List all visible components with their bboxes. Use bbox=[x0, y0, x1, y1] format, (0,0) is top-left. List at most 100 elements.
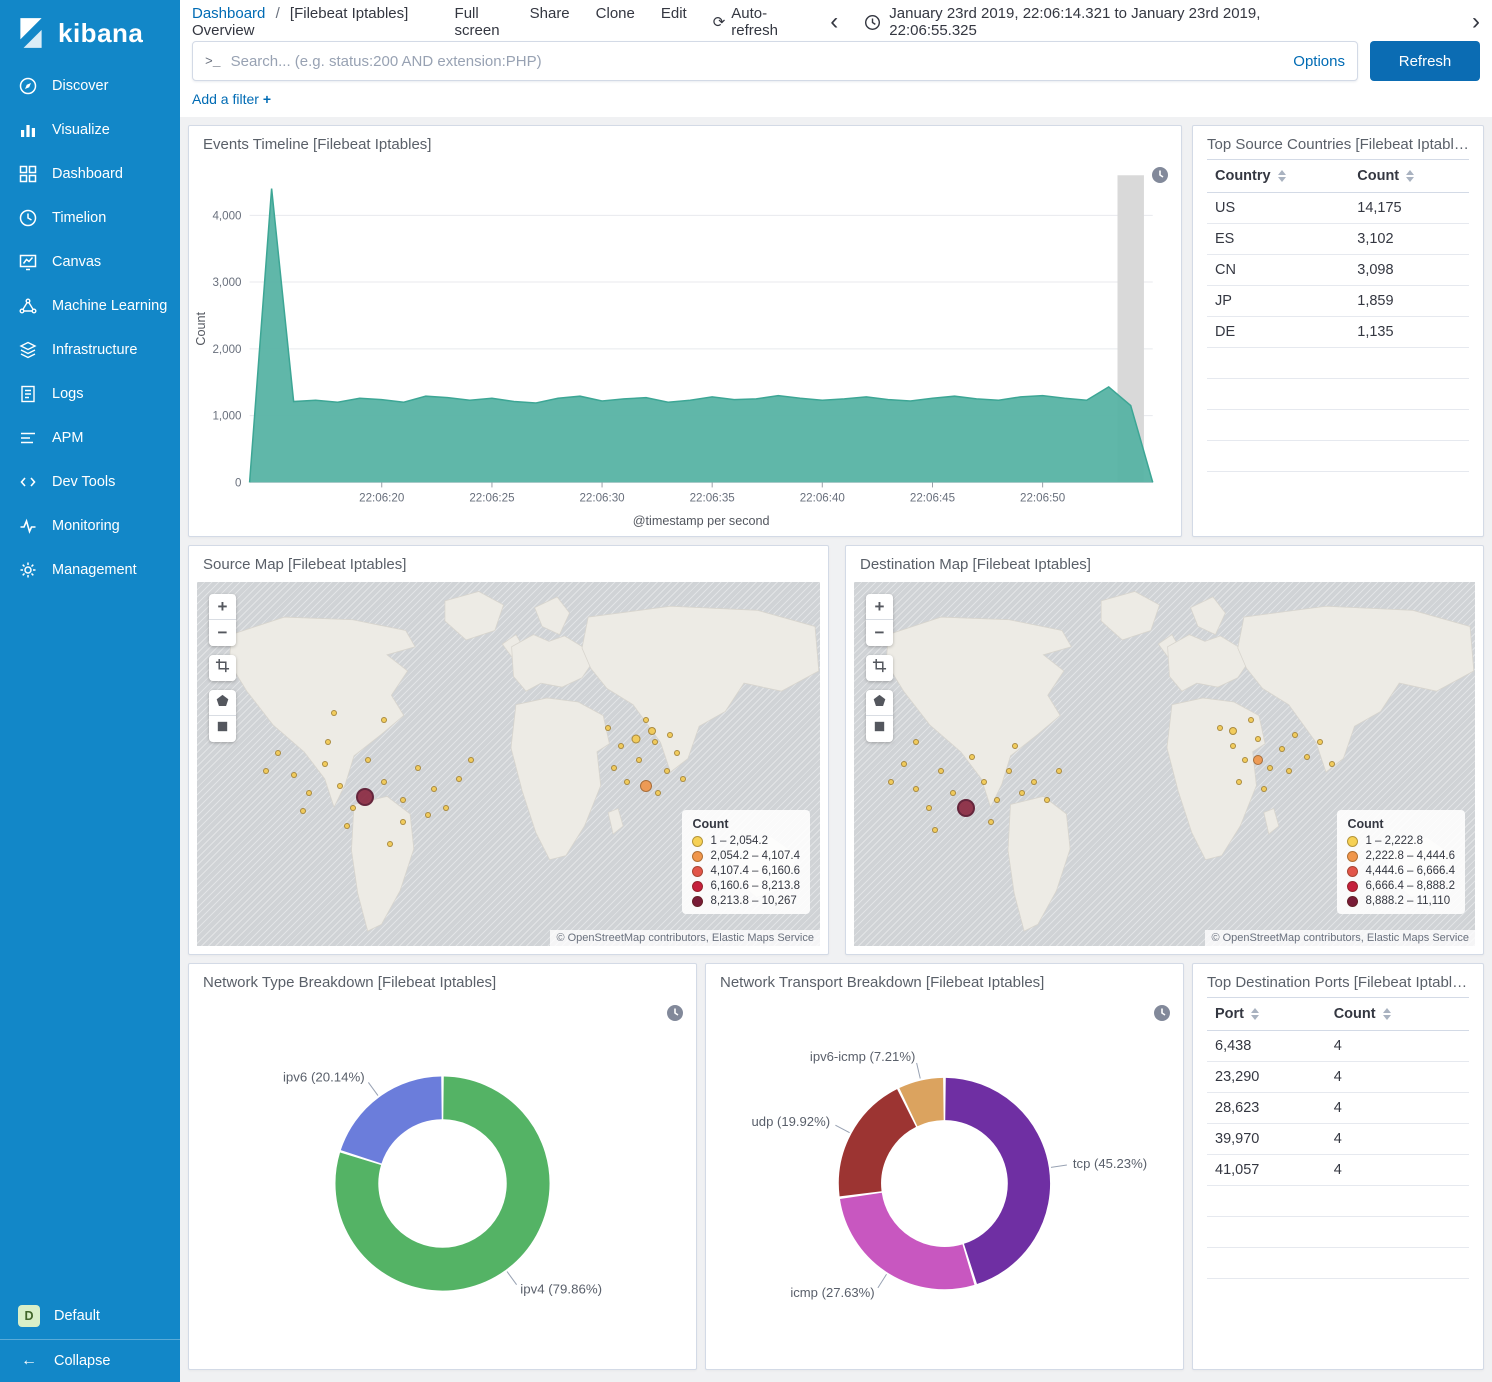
map-marker[interactable] bbox=[667, 731, 674, 738]
map-marker[interactable] bbox=[605, 724, 612, 731]
sidebar-item-dev-tools[interactable]: Dev Tools bbox=[0, 460, 180, 504]
panel-time-badge-icon[interactable] bbox=[666, 1004, 684, 1022]
sidebar-item-apm[interactable]: APM bbox=[0, 416, 180, 460]
collapse-nav-button[interactable]: ← Collapse bbox=[0, 1339, 180, 1382]
sidebar-item-discover[interactable]: Discover bbox=[0, 64, 180, 108]
map-marker[interactable] bbox=[1006, 768, 1013, 775]
time-next-button[interactable]: › bbox=[1472, 8, 1480, 35]
map-marker[interactable] bbox=[1242, 757, 1249, 764]
map-zoom-out-button[interactable]: − bbox=[866, 620, 893, 646]
map-marker[interactable] bbox=[399, 797, 406, 804]
map-marker[interactable] bbox=[1229, 742, 1236, 749]
map-marker[interactable] bbox=[415, 764, 422, 771]
map-marker[interactable] bbox=[639, 779, 652, 792]
map-marker[interactable] bbox=[356, 787, 375, 806]
map-marker[interactable] bbox=[468, 757, 475, 764]
auto-refresh-button[interactable]: ⟳ Auto-refresh bbox=[713, 5, 805, 39]
map-marker[interactable] bbox=[937, 768, 944, 775]
source-map-body[interactable]: + − Count 1 – 2,054.2 2,054.2 – 4,107.4 4,107… bbox=[197, 582, 820, 946]
map-marker[interactable] bbox=[1228, 727, 1237, 736]
map-marker[interactable] bbox=[931, 826, 938, 833]
map-marker[interactable] bbox=[290, 771, 297, 778]
map-marker[interactable] bbox=[642, 717, 649, 724]
map-marker[interactable] bbox=[443, 804, 450, 811]
refresh-button[interactable]: Refresh bbox=[1370, 41, 1480, 81]
map-marker[interactable] bbox=[900, 761, 907, 767]
map-marker[interactable] bbox=[647, 727, 656, 736]
map-draw-rectangle-button[interactable] bbox=[209, 716, 236, 742]
map-marker[interactable] bbox=[888, 779, 895, 786]
map-draw-polygon-button[interactable] bbox=[866, 690, 893, 716]
search-input[interactable] bbox=[230, 52, 1282, 70]
map-fit-bounds-button[interactable] bbox=[209, 655, 236, 681]
donut-segment-udp[interactable] bbox=[838, 1089, 917, 1197]
map-marker[interactable] bbox=[1329, 761, 1336, 767]
map-marker[interactable] bbox=[380, 779, 387, 786]
map-marker[interactable] bbox=[1316, 739, 1323, 746]
menu-item-edit[interactable]: Edit bbox=[660, 5, 687, 22]
map-marker[interactable] bbox=[631, 734, 641, 744]
map-marker[interactable] bbox=[1267, 764, 1274, 771]
map-marker[interactable] bbox=[1260, 786, 1267, 793]
map-marker[interactable] bbox=[387, 841, 394, 848]
time-range-picker[interactable]: January 23rd 2019, 22:06:14.321 to Janua… bbox=[864, 5, 1306, 39]
map-marker[interactable] bbox=[306, 790, 313, 797]
map-fit-bounds-button[interactable] bbox=[866, 655, 893, 681]
map-zoom-in-button[interactable]: + bbox=[209, 594, 236, 620]
map-marker[interactable] bbox=[337, 782, 344, 789]
sidebar-item-timelion[interactable]: Timelion bbox=[0, 196, 180, 240]
breadcrumb-dashboard-link[interactable]: Dashboard bbox=[192, 5, 266, 22]
map-marker[interactable] bbox=[455, 775, 462, 782]
donut-segment-ipv6[interactable] bbox=[340, 1076, 443, 1165]
kibana-logo[interactable]: kibana bbox=[0, 0, 180, 64]
map-marker[interactable] bbox=[679, 775, 686, 782]
map-marker[interactable] bbox=[262, 768, 269, 775]
map-marker[interactable] bbox=[968, 753, 975, 760]
map-marker[interactable] bbox=[1248, 717, 1255, 724]
map-marker[interactable] bbox=[1236, 779, 1243, 786]
map-marker[interactable] bbox=[664, 768, 671, 775]
map-marker[interactable] bbox=[655, 790, 662, 797]
map-marker[interactable] bbox=[651, 739, 658, 746]
map-marker[interactable] bbox=[913, 739, 920, 746]
donut-segment-ipv6-icmp[interactable] bbox=[899, 1077, 945, 1127]
map-marker[interactable] bbox=[1254, 735, 1261, 742]
map-marker[interactable] bbox=[1285, 768, 1292, 775]
map-marker[interactable] bbox=[321, 761, 328, 767]
menu-item-share[interactable]: Share bbox=[529, 5, 570, 22]
map-marker[interactable] bbox=[956, 798, 975, 817]
map-marker[interactable] bbox=[365, 757, 372, 764]
column-header-port[interactable]: Port bbox=[1207, 997, 1326, 1031]
map-marker[interactable] bbox=[1291, 731, 1298, 738]
map-marker[interactable] bbox=[1304, 753, 1311, 760]
donut-segment-ipv4[interactable] bbox=[335, 1076, 550, 1291]
menu-item-clone[interactable]: Clone bbox=[595, 5, 635, 22]
map-marker[interactable] bbox=[399, 819, 406, 826]
map-marker[interactable] bbox=[343, 822, 350, 829]
map-marker[interactable] bbox=[1012, 742, 1019, 749]
donut-segment-icmp[interactable] bbox=[839, 1191, 975, 1290]
map-zoom-out-button[interactable]: − bbox=[209, 620, 236, 646]
query-options-link[interactable]: Options bbox=[1293, 52, 1345, 70]
map-marker[interactable] bbox=[430, 786, 437, 793]
sidebar-item-dashboard[interactable]: Dashboard bbox=[0, 152, 180, 196]
sidebar-item-canvas[interactable]: Canvas bbox=[0, 240, 180, 284]
map-marker[interactable] bbox=[1018, 790, 1025, 797]
sidebar-item-infrastructure[interactable]: Infrastructure bbox=[0, 328, 180, 372]
destination-map-body[interactable]: + − Count 1 – 2,222.8 2,222.8 – 4,444.6 4,444… bbox=[854, 582, 1475, 946]
sidebar-item-management[interactable]: Management bbox=[0, 548, 180, 592]
panel-time-badge-icon[interactable] bbox=[1151, 166, 1169, 184]
map-marker[interactable] bbox=[987, 819, 994, 826]
sidebar-item-logs[interactable]: Logs bbox=[0, 372, 180, 416]
map-marker[interactable] bbox=[274, 750, 281, 757]
map-marker[interactable] bbox=[611, 764, 618, 771]
sidebar-item-visualize[interactable]: Visualize bbox=[0, 108, 180, 152]
map-marker[interactable] bbox=[331, 710, 338, 717]
space-switcher[interactable]: D Default bbox=[0, 1293, 180, 1339]
map-marker[interactable] bbox=[623, 779, 630, 786]
map-marker[interactable] bbox=[349, 804, 356, 811]
map-marker[interactable] bbox=[617, 742, 624, 749]
map-marker[interactable] bbox=[636, 757, 643, 764]
map-marker[interactable] bbox=[993, 797, 1000, 804]
map-marker[interactable] bbox=[1217, 724, 1224, 731]
